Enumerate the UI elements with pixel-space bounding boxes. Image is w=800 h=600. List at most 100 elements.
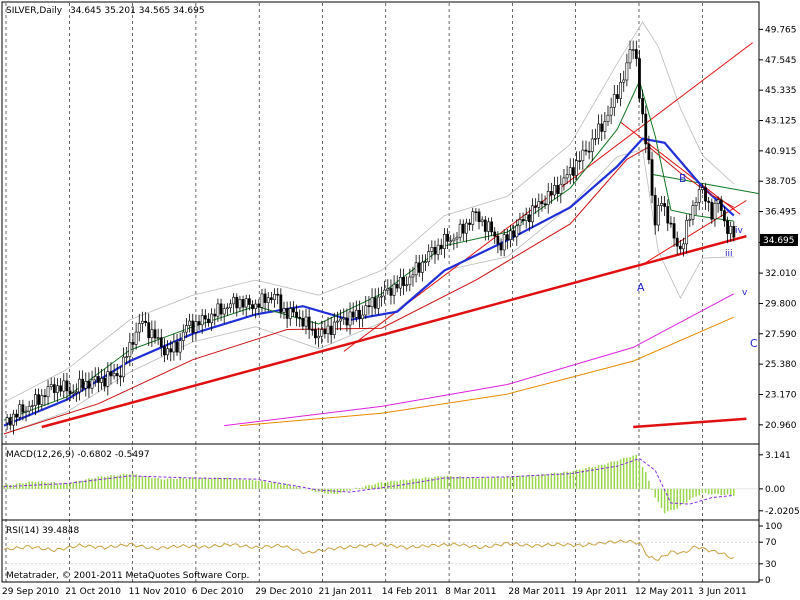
candle-body [543, 203, 547, 206]
x-tick-label: 6 Dec 2010 [192, 587, 244, 597]
band-upper [3, 21, 735, 403]
candle-body [326, 325, 330, 335]
candle-body [225, 307, 229, 310]
candle-body [345, 317, 349, 326]
candle-body [112, 373, 116, 377]
candle-body [666, 206, 670, 224]
candle-body [351, 311, 355, 318]
candle-body [222, 308, 226, 315]
candle-body [323, 329, 327, 335]
candle-body [46, 386, 50, 398]
candle-body [210, 313, 214, 324]
candle-body [647, 143, 651, 160]
candle-body [84, 381, 88, 389]
candle-body [395, 283, 399, 289]
candle-body [493, 231, 497, 237]
candle-body [732, 226, 736, 238]
candle-body [700, 187, 704, 190]
candle-body [455, 236, 459, 240]
candle-body [587, 150, 591, 153]
candle-body [458, 223, 462, 238]
candle-body [562, 177, 566, 185]
candle-body [565, 174, 569, 179]
candle-body [594, 138, 597, 140]
candle-body [128, 342, 132, 357]
band-lower [3, 149, 734, 435]
candle-body [427, 251, 431, 263]
candle-body [729, 226, 733, 234]
wave-label-a: A [637, 281, 645, 294]
candle-body [74, 391, 78, 394]
candle-body [430, 247, 434, 252]
y-tick-label: 27.590 [765, 330, 797, 340]
candle-body [675, 237, 679, 247]
candle-body [342, 317, 346, 320]
candle-body [295, 311, 298, 318]
candle-body [386, 288, 390, 291]
candle-body [483, 219, 487, 232]
y-tick-label: 43.125 [765, 117, 797, 127]
candle-body [169, 348, 173, 353]
candle-body [631, 49, 635, 51]
x-tick-label: 19 Apr 2011 [572, 587, 628, 597]
candle-body [141, 320, 144, 324]
candle-body [247, 298, 251, 305]
candle-body [68, 390, 72, 395]
macd-axis: 3.141 0.00 -2.0205 [759, 451, 800, 517]
candle-body [474, 211, 478, 214]
candle-body [682, 243, 685, 250]
y-tick-label: 45.335 [765, 86, 797, 96]
candle-body [276, 293, 280, 296]
candle-body [540, 201, 544, 205]
candle-body [181, 331, 185, 341]
candle-body [524, 214, 528, 221]
candle-body [556, 185, 560, 194]
candle-body [364, 305, 368, 316]
candle-body [373, 297, 377, 309]
candle-body [159, 337, 163, 348]
candle-body [380, 295, 383, 298]
candle-body [716, 199, 720, 204]
candle-body [537, 201, 541, 208]
candle-body [49, 384, 53, 388]
candle-body [398, 277, 402, 289]
rsi-panel[interactable] [1, 519, 760, 583]
candle-body [254, 303, 258, 309]
y-tick-label: 32.010 [765, 269, 797, 279]
candle-body [663, 203, 667, 207]
candle-body [370, 297, 374, 308]
candle-body [590, 138, 594, 152]
copyright-label: Metatrader, © 2001-2011 MetaQuotes Softw… [6, 571, 249, 581]
candle-body [194, 321, 198, 333]
wave-label-c: C [750, 337, 758, 350]
y-tick-label: -2.0205 [765, 507, 800, 517]
y-tick-label: 0.00 [765, 485, 785, 495]
candle-body [439, 244, 443, 249]
candle-body [244, 298, 248, 308]
candle-body [638, 58, 641, 99]
candle-body [707, 200, 711, 203]
y-tick-label: 20.960 [765, 421, 797, 431]
candle-body [118, 375, 122, 378]
candle-body [122, 356, 125, 378]
candle-body [578, 160, 582, 162]
candle-body [452, 238, 456, 242]
candle-body [125, 356, 129, 358]
candle-body [90, 379, 94, 389]
candle-body [166, 348, 169, 356]
candle-body [12, 413, 15, 426]
x-tick-label: 29 Sep 2010 [2, 587, 59, 597]
y-tick-label: 47.545 [765, 56, 797, 66]
candle-body [685, 220, 689, 245]
candle-body [719, 199, 723, 211]
macd-series [3, 454, 759, 514]
candle-body [446, 233, 449, 242]
candle-body [207, 318, 210, 324]
candle-body [383, 289, 387, 297]
candle-body [310, 329, 314, 331]
candle-body [656, 205, 660, 226]
macd-title: MACD(12,26,9) -0.6802 -0.5497 [6, 450, 150, 460]
candle-body [153, 329, 157, 339]
candle-body [609, 106, 613, 116]
